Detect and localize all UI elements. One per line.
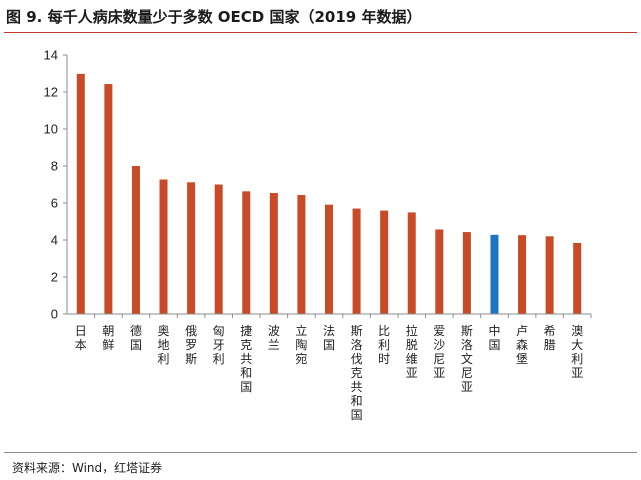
y-axis: 0 2 4 6 8 10 12 14 xyxy=(44,48,68,322)
bar xyxy=(214,184,223,314)
x-tick-label: 奥地利 xyxy=(158,324,170,366)
bar xyxy=(407,212,416,314)
bar xyxy=(187,182,196,314)
x-tick-label: 朝鲜 xyxy=(102,324,114,352)
y-tick-label: 8 xyxy=(51,159,58,174)
figure-title: 图 9. 每千人病床数量少于多数 OECD 国家（2019 年数据） xyxy=(6,8,422,26)
y-tick-label: 12 xyxy=(44,85,58,100)
bar xyxy=(325,204,333,314)
bar xyxy=(131,166,140,314)
x-tick-label: 爱沙尼亚 xyxy=(433,324,445,380)
y-tick-label: 14 xyxy=(44,48,58,63)
x-tick-label: 澳大利亚 xyxy=(571,324,583,380)
y-tick-label: 4 xyxy=(51,233,58,248)
x-tick-label: 中国 xyxy=(488,323,500,352)
x-tick-label: 斯洛文尼亚 xyxy=(461,324,473,394)
y-tick-label: 6 xyxy=(51,196,58,211)
bar xyxy=(490,234,499,314)
x-tick-label: 匈牙利 xyxy=(213,324,225,366)
bar xyxy=(297,195,306,314)
bar xyxy=(573,242,582,314)
source-rule xyxy=(4,452,637,453)
x-tick-label: 日本 xyxy=(75,324,87,352)
bar xyxy=(545,236,554,314)
y-tick-label: 10 xyxy=(44,122,58,137)
source-note: 资料来源：Wind，红塔证券 xyxy=(12,461,163,475)
bars xyxy=(76,73,582,315)
x-tick-label: 斯洛伐克共和国 xyxy=(351,324,363,422)
x-tick-label: 俄罗斯 xyxy=(185,324,197,366)
y-tick-label: 0 xyxy=(51,307,58,322)
x-tick-label: 希腊 xyxy=(544,323,556,352)
x-tick-label: 德国 xyxy=(130,323,142,352)
bar xyxy=(435,229,444,314)
x-tick-label: 卢森堡 xyxy=(516,323,528,366)
x-tick-label: 捷克共和国 xyxy=(240,324,252,394)
x-tick-label: 比利时 xyxy=(378,324,390,366)
x-tick-label: 立陶宛 xyxy=(295,323,307,366)
y-tick-label: 2 xyxy=(51,270,58,285)
bar xyxy=(352,208,361,314)
bar xyxy=(104,84,113,314)
bar xyxy=(462,232,471,314)
bar xyxy=(242,191,251,314)
bar xyxy=(518,235,527,314)
title-rule xyxy=(4,32,637,33)
bar xyxy=(269,193,278,314)
bar xyxy=(380,210,389,314)
x-tick-label: 拉脱维亚 xyxy=(406,323,418,380)
bar xyxy=(76,73,85,315)
x-tick-label: 法国 xyxy=(323,324,335,352)
x-tick-label: 波兰 xyxy=(268,324,280,352)
bar xyxy=(159,179,168,314)
